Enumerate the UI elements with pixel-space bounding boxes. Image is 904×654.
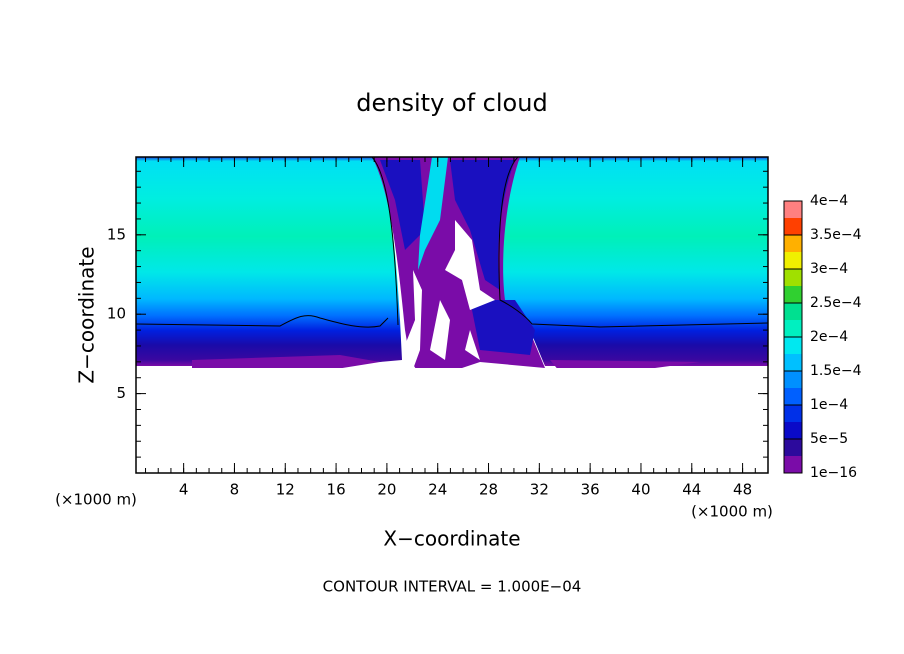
x-unit: (×1000 m) <box>691 503 773 521</box>
x-tick-label: 44 <box>682 481 701 499</box>
colorbar-segment <box>784 252 802 269</box>
x-tick-label: 48 <box>733 481 752 499</box>
field-right <box>498 157 768 366</box>
plot-frame <box>135 156 769 474</box>
x-tick-label: 16 <box>327 481 346 499</box>
colorbar-segment <box>784 405 802 422</box>
colorbar-label: 5e−5 <box>810 431 848 447</box>
field <box>135 156 769 473</box>
contour-note: CONTOUR INTERVAL = 1.000E−04 <box>323 578 582 596</box>
x-axis-label: X−coordinate <box>383 527 520 551</box>
x-tick-label: 20 <box>377 481 396 499</box>
colorbar-segment <box>784 337 802 354</box>
ground-mask <box>136 368 768 473</box>
y-tick-label: 15 <box>107 225 126 243</box>
colorbar-label: 1e−4 <box>810 397 848 413</box>
x-tick-label: 4 <box>179 481 189 499</box>
x-tick-label: 8 <box>230 481 240 499</box>
cloud-plume <box>418 157 448 270</box>
colorbar-segment <box>784 388 802 405</box>
colorbar-segment <box>784 303 802 320</box>
y-tick-label: 10 <box>107 305 126 323</box>
cloud-base-purple <box>192 355 700 372</box>
colorbar-segment <box>784 456 802 473</box>
chart-title: density of cloud <box>356 89 547 117</box>
y-axis-label: Z−coordinate <box>75 246 99 383</box>
colorbar-segment <box>784 218 802 235</box>
colorbar-segment <box>784 371 802 388</box>
colorbar-segment <box>784 422 802 439</box>
field-left <box>136 157 402 366</box>
contour-line <box>135 156 769 328</box>
x-tick-label: 24 <box>428 481 447 499</box>
colorbar-label: 3.5e−4 <box>810 227 862 243</box>
colorbar-segment <box>784 320 802 337</box>
colorbar-label: 2.5e−4 <box>810 295 862 311</box>
colorbar-segment <box>784 235 802 252</box>
x-tick-label: 12 <box>276 481 295 499</box>
field-center-blue <box>380 160 535 355</box>
colorbar-label: 1e−16 <box>810 465 857 481</box>
colorbar-segment <box>784 201 802 218</box>
cloud-gap <box>403 220 495 372</box>
colorbar-label: 4e−4 <box>810 193 848 209</box>
y-unit: (×1000 m) <box>55 491 137 509</box>
y-tick-label: 5 <box>116 384 126 402</box>
x-tick-label: 36 <box>581 481 600 499</box>
x-tick-label: 32 <box>530 481 549 499</box>
x-tick-label: 28 <box>479 481 498 499</box>
colorbar-label: 1.5e−4 <box>810 363 862 379</box>
colorbar-segment <box>784 269 802 286</box>
colorbar-segment <box>784 286 802 303</box>
colorbar-label: 2e−4 <box>810 329 848 345</box>
colorbar-segment <box>784 439 802 456</box>
x-tick-label: 40 <box>631 481 650 499</box>
colorbar-label: 3e−4 <box>810 261 848 277</box>
colorbar-segment <box>784 354 802 371</box>
